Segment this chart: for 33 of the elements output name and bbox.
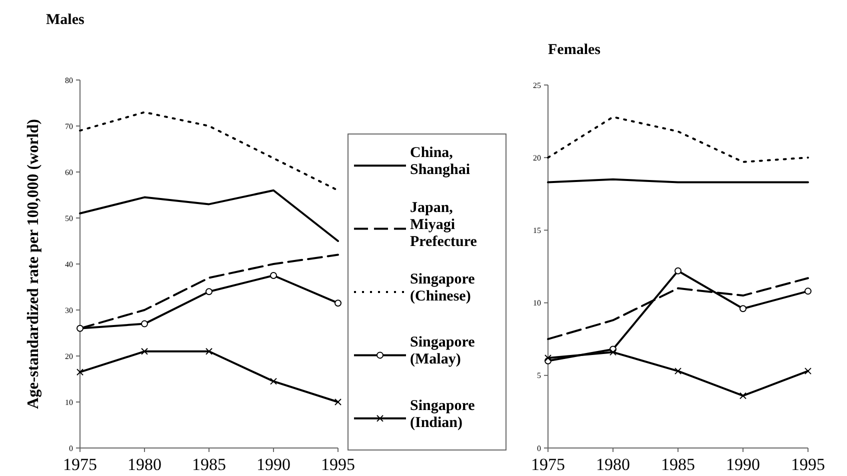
y-tick-label: 50 (65, 214, 73, 223)
y-tick-label: 60 (65, 168, 73, 177)
x-tick-label: 1975 (63, 455, 97, 474)
y-axis-title: Age-standardized rate per 100,000 (world) (25, 119, 42, 409)
y-tick-label: 10 (65, 398, 73, 407)
y-tick-label: 0 (537, 444, 541, 453)
y-tick-label: 25 (533, 80, 541, 90)
x-tick-label: 1995 (791, 455, 825, 474)
x-tick-label: 1980 (596, 455, 630, 474)
legend-label: Singapore (Malay) (410, 334, 476, 368)
y-tick-label: 20 (65, 352, 73, 361)
x-tick-label: 1990 (256, 455, 290, 474)
y-tick-label: 30 (65, 306, 73, 315)
legend-label: Singapore (Indian) (410, 398, 476, 431)
x-tick-label: 1980 (128, 455, 162, 474)
y-tick-label: 20 (533, 153, 541, 162)
y-tick-label: 70 (65, 122, 73, 131)
y-tick-label: 80 (65, 76, 73, 85)
x-tick-label: 1985 (192, 455, 226, 474)
legend-label: Japan, Miyagi Prefecture (410, 200, 478, 250)
y-tick-label: 40 (65, 260, 73, 269)
legend-label: Singapore (Chinese) (410, 272, 476, 304)
chart-title: Females (548, 42, 601, 58)
x-tick-label: 1975 (531, 455, 565, 474)
x-tick-label: 1985 (661, 455, 695, 474)
y-tick-label: 5 (537, 371, 541, 380)
y-tick-label: 15 (533, 226, 541, 235)
x-tick-label: 1995 (321, 455, 355, 474)
y-tick-label: 0 (69, 444, 73, 453)
x-tick-label: 1990 (726, 455, 760, 474)
chart-title: Males (46, 12, 84, 28)
y-tick-label: 10 (533, 298, 541, 308)
legend-label: China, Shanghai (410, 145, 470, 178)
